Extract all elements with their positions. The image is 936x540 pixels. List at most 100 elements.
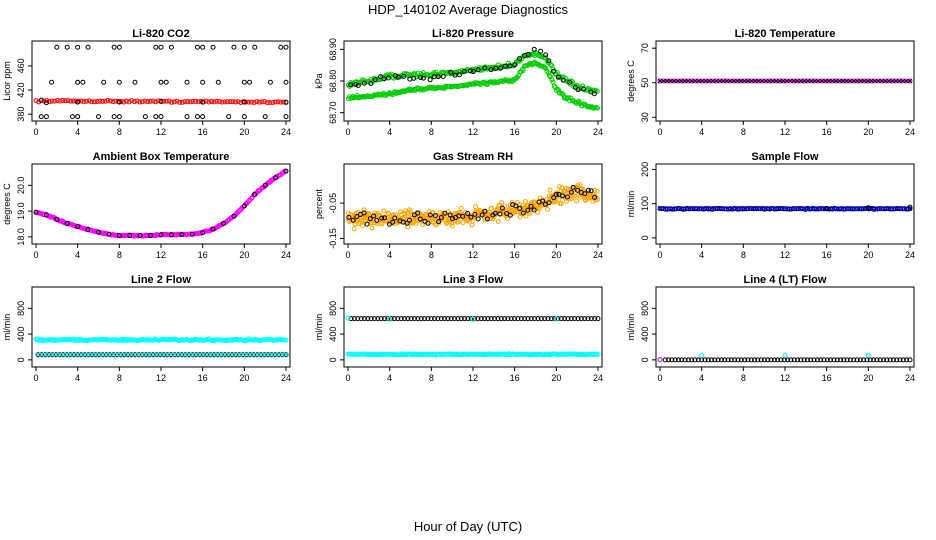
data-point (808, 357, 814, 363)
data-point (153, 44, 159, 50)
data-point (772, 205, 777, 211)
data-point (861, 357, 867, 363)
data-point (447, 212, 453, 218)
data-point (107, 98, 113, 104)
panel-sample-flow: Sample Flow ml/min 0 4 8 12 16 20 24 0 100 200 (626, 151, 915, 260)
y-axis-label: Licor ppm (2, 61, 12, 101)
x-tick-label: 0 (345, 127, 350, 137)
data-point (717, 206, 722, 211)
data-point (97, 98, 103, 104)
data-point (752, 78, 758, 84)
data-point (520, 210, 526, 216)
data-point (211, 99, 217, 105)
data-point (153, 99, 159, 105)
data-point (878, 206, 883, 211)
data-point (75, 44, 81, 50)
data-point (54, 216, 60, 222)
data-point (142, 114, 148, 120)
data-point (893, 78, 899, 84)
data-point (787, 78, 793, 84)
data-point (283, 168, 289, 174)
data-point (435, 316, 441, 322)
data-point (738, 78, 744, 84)
data-point (221, 220, 226, 226)
data-point (722, 357, 728, 363)
x-tick-label: 8 (117, 250, 122, 260)
data-point (831, 206, 837, 211)
data-point (243, 99, 249, 105)
data-point (822, 206, 828, 211)
panel-title: Li-820 Temperature (735, 28, 836, 40)
x-tick-label: 12 (780, 127, 790, 137)
series-cyan (657, 352, 871, 363)
data-point (824, 205, 830, 211)
data-point (759, 78, 765, 84)
data-point (131, 99, 137, 105)
plot-area (33, 336, 289, 358)
data-point (890, 357, 896, 363)
data-point (588, 188, 594, 194)
y-axis-label: degrees C (2, 183, 12, 225)
data-point (501, 78, 507, 84)
y-tick-label: 800 (328, 301, 338, 316)
data-point (865, 205, 871, 211)
x-tick-label: 16 (510, 373, 520, 383)
data-point (163, 98, 169, 104)
data-point (745, 357, 751, 363)
data-point (365, 316, 371, 322)
data-point (559, 91, 565, 97)
data-point (594, 88, 600, 94)
data-point (215, 79, 221, 85)
data-point (395, 316, 401, 322)
data-point (85, 227, 91, 233)
data-point (776, 206, 781, 211)
data-point (657, 205, 663, 211)
data-point (553, 71, 559, 77)
data-point (106, 231, 112, 237)
x-tick-label: 12 (156, 127, 166, 137)
data-point (687, 206, 692, 211)
plot-frame (655, 163, 915, 245)
data-point (189, 231, 195, 237)
data-point (89, 352, 95, 358)
data-point (874, 357, 880, 363)
data-point (179, 352, 185, 358)
data-point (60, 352, 66, 358)
data-point (546, 70, 552, 76)
plot-area (657, 352, 913, 363)
data-point (100, 352, 106, 358)
data-point (381, 208, 387, 214)
data-point (797, 205, 803, 211)
data-point (57, 98, 63, 104)
data-point (154, 352, 159, 358)
y-tick-label: 0 (640, 357, 650, 362)
data-point (766, 78, 772, 84)
series-black (824, 204, 913, 211)
data-point (765, 357, 771, 363)
data-point (907, 206, 913, 211)
y-tick-label: 30 (640, 112, 650, 122)
data-point (773, 78, 779, 84)
x-tick-label: 4 (75, 250, 80, 260)
data-point (848, 206, 853, 211)
data-point (844, 357, 850, 363)
series-line-mid (49, 79, 289, 85)
data-point (575, 187, 581, 193)
series-cyan-high (345, 315, 559, 322)
data-point (393, 212, 399, 218)
data-point (759, 206, 765, 211)
data-point (455, 219, 461, 225)
x-tick-label: 4 (387, 373, 392, 383)
data-point (387, 316, 393, 322)
data-point (283, 337, 289, 343)
plot-frame (31, 40, 291, 122)
data-point (254, 352, 260, 358)
data-point (165, 352, 170, 358)
data-point (553, 316, 559, 322)
data-point (150, 352, 156, 358)
x-tick-label: 8 (741, 250, 746, 260)
data-point (145, 99, 151, 105)
data-point (52, 98, 58, 104)
data-point (415, 210, 421, 216)
data-point (214, 98, 220, 104)
